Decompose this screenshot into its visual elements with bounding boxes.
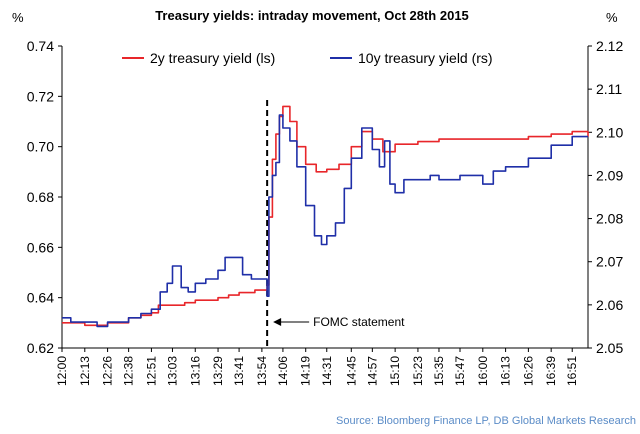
x-tick-label: 15:23 <box>411 356 425 386</box>
left-axis-unit: % <box>12 10 24 25</box>
y-left-tick-label: 0.70 <box>27 139 54 155</box>
x-tick-label: 13:41 <box>232 356 246 386</box>
x-tick-label: 16:26 <box>521 356 535 386</box>
x-tick-label: 14:31 <box>320 356 334 386</box>
x-tick-label: 14:06 <box>276 356 290 386</box>
y-right-tick-label: 2.09 <box>596 167 623 183</box>
legend-label-2y: 2y treasury yield (ls) <box>150 50 275 66</box>
y-right-tick-label: 2.10 <box>596 124 623 140</box>
y-right-tick-label: 2.12 <box>596 38 623 54</box>
x-tick-label: 14:57 <box>365 356 379 386</box>
y-left-tick-label: 0.66 <box>27 239 54 255</box>
x-tick-label: 12:26 <box>101 356 115 386</box>
chart-title: Treasury yields: intraday movement, Oct … <box>155 8 469 23</box>
x-tick-label: 13:16 <box>188 356 202 386</box>
y-right-tick-label: 2.07 <box>596 254 623 270</box>
y-right-tick-label: 2.11 <box>596 81 622 97</box>
y-left-tick-label: 0.72 <box>27 88 54 104</box>
x-tick-label: 16:51 <box>565 356 579 386</box>
x-tick-label: 14:45 <box>344 356 358 386</box>
x-tick-label: 12:00 <box>55 356 69 386</box>
series-line-2y <box>62 105 589 327</box>
y-left-tick-label: 0.74 <box>27 38 54 54</box>
plot-layer: 0.62 0.64 0.66 0.68 0.70 0.72 0.74 2.05 2.06 2.07… <box>27 38 624 386</box>
y-right-tick-label: 2.08 <box>596 211 623 227</box>
x-tick-label: 13:03 <box>165 356 179 386</box>
x-tick-label: 12:51 <box>144 356 158 386</box>
x-tick-label: 16:13 <box>499 356 513 386</box>
x-tick-label: 13:29 <box>211 356 225 386</box>
legend-label-10y: 10y treasury yield (rs) <box>358 50 493 66</box>
x-tick-label: 15:47 <box>453 356 467 386</box>
annotation-label: FOMC statement <box>313 315 405 329</box>
x-tick-label: 16:39 <box>544 356 558 386</box>
fomc-arrow-head <box>273 318 282 326</box>
x-tick-label: 12:38 <box>122 356 136 386</box>
y-left-tick-label: 0.64 <box>27 290 54 306</box>
x-tick-label: 15:10 <box>388 356 402 386</box>
y-right-tick-label: 2.05 <box>596 340 623 356</box>
x-tick-label: 15:35 <box>432 356 446 386</box>
x-tick-label: 14:19 <box>299 356 313 386</box>
series-line-10y <box>62 114 588 328</box>
source-note: Source: Bloomberg Finance LP, DB Global … <box>336 415 636 427</box>
x-tick-label: 12:13 <box>78 356 92 386</box>
x-tick-label: 13:54 <box>255 356 269 386</box>
y-right-tick-label: 2.06 <box>596 297 623 313</box>
right-axis-unit: % <box>606 10 618 25</box>
y-left-tick-label: 0.62 <box>27 340 54 356</box>
x-tick-label: 16:00 <box>476 356 490 386</box>
y-left-tick-label: 0.68 <box>27 189 54 205</box>
